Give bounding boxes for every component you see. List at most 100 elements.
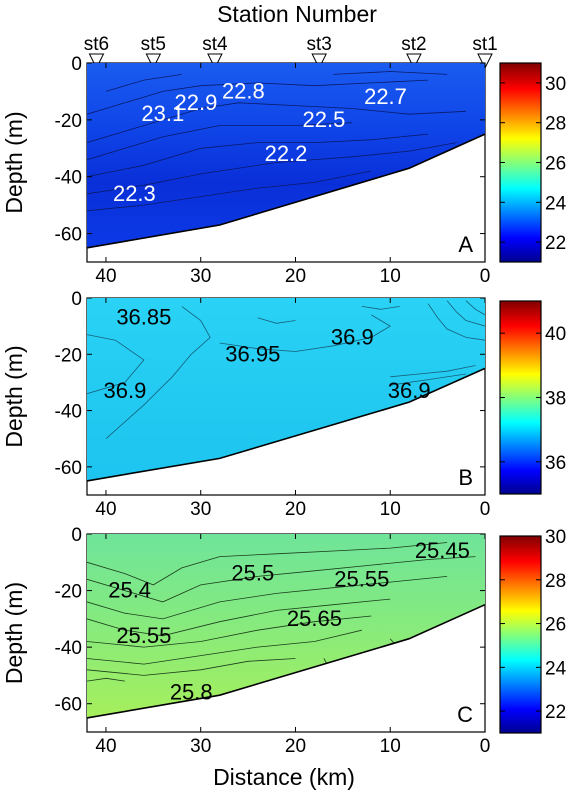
contour-line <box>333 71 448 75</box>
panel-a: 23.122.9 22.8 22.7 22.5 22.2 22.3 40 30 20 10 0 0 -2… <box>1 54 567 287</box>
y-axis-label: Depth (m) <box>1 345 27 447</box>
station-label: st6 <box>84 34 109 55</box>
contour-line <box>390 365 476 378</box>
y-tick-label: -20 <box>55 345 82 366</box>
x-tick-label: 20 <box>285 499 306 520</box>
colorbar-tick-label: 40 <box>545 324 566 345</box>
station-triangle-icon <box>88 53 105 70</box>
contour-line <box>446 300 485 327</box>
station-triangle-icon <box>207 53 223 70</box>
x-axis-label: Distance (km) <box>213 764 355 790</box>
y-tick-label: -60 <box>55 695 82 716</box>
contour-line <box>427 303 485 341</box>
panel-letter: A <box>458 232 473 257</box>
contour-line <box>219 314 391 352</box>
contour-lines <box>87 542 476 682</box>
contour-label: 36.95 <box>225 341 280 366</box>
contour-line <box>87 615 372 648</box>
colorbar-tick-label: 28 <box>545 114 566 135</box>
station-label: st2 <box>401 34 426 55</box>
y-tick-label: -40 <box>55 402 82 423</box>
panel-b: 36.85 36.95 36.9 36.9 36.9 40 30 20 10 0 0 -20 -40 -6… <box>1 289 566 520</box>
contour-line <box>87 122 353 161</box>
contour-line <box>105 74 182 92</box>
contour-label: 22.3 <box>113 181 156 206</box>
station-label: st3 <box>306 34 331 55</box>
x-tick-label: 10 <box>380 499 401 520</box>
colorbar: 30 28 26 24 22 <box>499 527 567 734</box>
x-tick-label: 0 <box>480 736 491 757</box>
y-tick-label: -40 <box>55 638 82 659</box>
colorbar-tick-label: 26 <box>545 615 566 636</box>
station-triangle-icon <box>311 53 327 70</box>
contour-label: 22.8 <box>222 78 265 103</box>
contour-line <box>87 334 145 395</box>
y-tick-label: -20 <box>55 582 82 603</box>
station-markers: st6 st5 st4 st3 st2 st1 <box>84 34 498 70</box>
contour-line <box>87 102 467 143</box>
contour-line <box>87 556 476 603</box>
contour-label: 25.8 <box>170 679 213 704</box>
contour-label: 36.9 <box>331 324 374 349</box>
colorbar-tick-label: 24 <box>545 658 567 679</box>
y-axis-label: Depth (m) <box>1 111 27 213</box>
contour-label: 36.9 <box>103 378 146 403</box>
contour-line <box>87 133 429 178</box>
contour-label: 25.55 <box>334 566 389 591</box>
x-tick-label: 30 <box>190 499 211 520</box>
station-label: st4 <box>202 34 228 55</box>
contour-label: 22.2 <box>265 141 308 166</box>
contour-label: 22.9 <box>175 90 218 115</box>
contour-lines <box>87 300 485 439</box>
colorbar-tick-label: 30 <box>545 74 566 95</box>
contour-line <box>87 629 362 665</box>
seabed-line <box>86 133 486 249</box>
contour-line <box>87 542 448 586</box>
panel-letter: B <box>458 465 473 490</box>
x-tick-label: 10 <box>380 266 401 287</box>
contour-line <box>87 598 391 637</box>
contour-line <box>257 317 296 324</box>
station-triangle-icon <box>145 53 162 70</box>
colorbar-tick-label: 30 <box>545 527 566 548</box>
station-label: st1 <box>472 34 497 55</box>
field-fill <box>87 63 485 248</box>
contour-line <box>87 658 296 676</box>
panel-letter: C <box>457 702 473 727</box>
x-tick-label: 20 <box>285 266 306 287</box>
contour-line <box>87 576 448 620</box>
contour-line <box>87 142 457 195</box>
station-label: st5 <box>141 34 166 55</box>
x-tick-label: 40 <box>95 266 116 287</box>
x-tick-label: 0 <box>480 499 491 520</box>
colorbar-tick-label: 38 <box>545 389 566 410</box>
contour-line <box>361 306 400 310</box>
y-axis-label: Depth (m) <box>1 582 27 684</box>
contour-label: 25.5 <box>231 561 274 586</box>
colorbar-tick-label: 26 <box>545 154 566 175</box>
contour-line <box>105 306 211 439</box>
panel-c: 25.4 25.5 25.55 25.45 25.55 25.65 25.8 40 30 20 10… <box>1 525 567 757</box>
contour-label: 36.85 <box>116 305 171 330</box>
y-tick-label: -60 <box>55 225 82 246</box>
y-tick-label: -20 <box>55 111 82 132</box>
contour-line <box>87 79 429 115</box>
x-tick-label: 20 <box>285 736 306 757</box>
x-tick-label: 40 <box>95 499 116 520</box>
colorbar-gradient <box>499 62 542 263</box>
station-triangle-icon <box>477 53 493 70</box>
contour-line <box>87 677 125 682</box>
contour-line <box>87 170 372 212</box>
x-tick-label: 30 <box>190 736 211 757</box>
contour-label: 36.9 <box>388 378 431 403</box>
colorbar: 40 38 36 <box>499 300 566 495</box>
colorbar-gradient <box>499 300 542 495</box>
x-tick-label: 0 <box>480 266 491 287</box>
colorbar-gradient <box>499 535 542 734</box>
contour-label: 22.7 <box>364 84 407 109</box>
contour-label: 23.1 <box>141 101 184 126</box>
y-tick-label: 0 <box>71 54 82 75</box>
colorbar-tick-label: 22 <box>545 233 566 254</box>
colorbar-tick-label: 28 <box>545 571 566 592</box>
